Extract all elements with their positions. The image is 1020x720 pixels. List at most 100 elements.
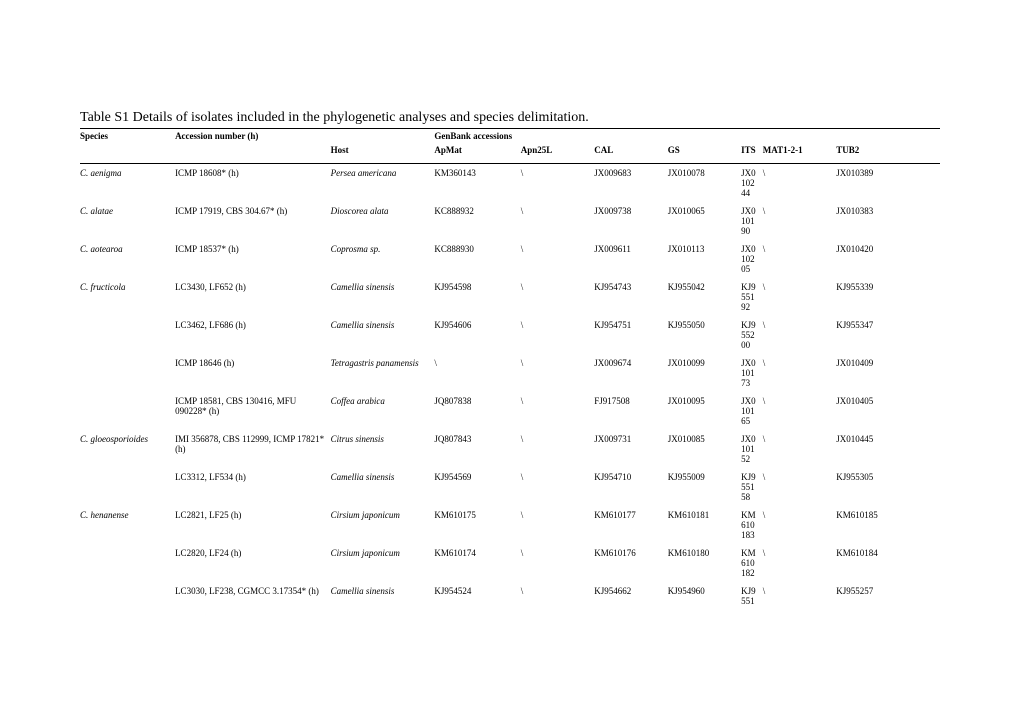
table-cell: Cirsium japonicum bbox=[331, 544, 435, 582]
header-top-cell bbox=[331, 129, 435, 144]
table-cell: JX010420 bbox=[836, 240, 940, 278]
table-cell: JQ807838 bbox=[434, 392, 520, 430]
table-cell: \ bbox=[763, 430, 836, 468]
table-cell: Coprosma sp. bbox=[331, 240, 435, 278]
table-cell bbox=[80, 582, 175, 610]
table-row: C. aenigmaICMP 18608* (h)Persea american… bbox=[80, 164, 940, 203]
table-cell: JX010244 bbox=[741, 164, 763, 203]
table-cell: LC3312, LF534 (h) bbox=[175, 468, 331, 506]
table-cell: JX010173 bbox=[741, 354, 763, 392]
header-sub-cell: GS bbox=[668, 143, 741, 164]
table-cell: KM610180 bbox=[668, 544, 741, 582]
header-sub-cell: TUB2 bbox=[836, 143, 940, 164]
table-cell: JX010389 bbox=[836, 164, 940, 203]
table-cell: JX010078 bbox=[668, 164, 741, 203]
table-cell: KM610182 bbox=[741, 544, 763, 582]
table-cell: JX009738 bbox=[594, 202, 667, 240]
table-cell: LC2820, LF24 (h) bbox=[175, 544, 331, 582]
header-sub-cell: ITS bbox=[741, 143, 763, 164]
table-cell: JX009674 bbox=[594, 354, 667, 392]
table-cell: KJ955158 bbox=[741, 468, 763, 506]
header-top-cell: Species bbox=[80, 129, 175, 144]
table-cell: C. aotearoa bbox=[80, 240, 175, 278]
table-cell: ICMP 18646 (h) bbox=[175, 354, 331, 392]
table-cell: C. aenigma bbox=[80, 164, 175, 203]
table-cell: JX009611 bbox=[594, 240, 667, 278]
table-cell: \ bbox=[763, 164, 836, 203]
table-cell: \ bbox=[521, 468, 594, 506]
table-cell: KM610184 bbox=[836, 544, 940, 582]
table-cell: JX009731 bbox=[594, 430, 667, 468]
table-cell: Dioscorea alata bbox=[331, 202, 435, 240]
table-cell: \ bbox=[763, 278, 836, 316]
table-row: ICMP 18581, CBS 130416, MFU 090228* (h)C… bbox=[80, 392, 940, 430]
table-cell: ICMP 18581, CBS 130416, MFU 090228* (h) bbox=[175, 392, 331, 430]
table-cell: \ bbox=[763, 544, 836, 582]
table-cell: IMI 356878, CBS 112999, ICMP 17821* (h) bbox=[175, 430, 331, 468]
table-cell: KJ954662 bbox=[594, 582, 667, 610]
table-cell: \ bbox=[763, 202, 836, 240]
table-cell: Cirsium japonicum bbox=[331, 506, 435, 544]
header-top-cell bbox=[836, 129, 940, 144]
table-cell: \ bbox=[763, 240, 836, 278]
table-cell: \ bbox=[763, 316, 836, 354]
table-cell: JX009683 bbox=[594, 164, 667, 203]
table-cell: JX010190 bbox=[741, 202, 763, 240]
table-cell: C. gloeosporioides bbox=[80, 430, 175, 468]
table-row: C. aotearoaICMP 18537* (h)Coprosma sp.KC… bbox=[80, 240, 940, 278]
table-cell: KM610183 bbox=[741, 506, 763, 544]
table-cell bbox=[80, 316, 175, 354]
table-row: ICMP 18646 (h)Tetragastris panamensis\\J… bbox=[80, 354, 940, 392]
table-cell: KJ955339 bbox=[836, 278, 940, 316]
table-cell: KM610185 bbox=[836, 506, 940, 544]
table-cell: \ bbox=[521, 202, 594, 240]
table-cell bbox=[80, 544, 175, 582]
table-cell bbox=[80, 392, 175, 430]
table-cell: KC888932 bbox=[434, 202, 520, 240]
table-cell: KJ955192 bbox=[741, 278, 763, 316]
table-cell: KJ955009 bbox=[668, 468, 741, 506]
table-cell: ICMP 18608* (h) bbox=[175, 164, 331, 203]
table-cell: KJ954743 bbox=[594, 278, 667, 316]
header-top-cell: Accession number (h) bbox=[175, 129, 331, 144]
table-cell: \ bbox=[521, 316, 594, 354]
table-cell: C. alatae bbox=[80, 202, 175, 240]
table-cell: KJ9551 bbox=[741, 582, 763, 610]
header-sub-cell bbox=[80, 143, 175, 164]
table-row: LC3312, LF534 (h)Camellia sinensisKJ9545… bbox=[80, 468, 940, 506]
table-cell: \ bbox=[521, 278, 594, 316]
table-row: C. henanenseLC2821, LF25 (h)Cirsium japo… bbox=[80, 506, 940, 544]
table-cell: \ bbox=[763, 506, 836, 544]
table-row: LC2820, LF24 (h)Cirsium japonicumKM61017… bbox=[80, 544, 940, 582]
table-cell: JX010205 bbox=[741, 240, 763, 278]
table-cell: LC3030, LF238, CGMCC 3.17354* (h) bbox=[175, 582, 331, 610]
table-cell: KC888930 bbox=[434, 240, 520, 278]
table-cell: C. fructicola bbox=[80, 278, 175, 316]
table-cell: \ bbox=[763, 468, 836, 506]
header-sub-cell: ApMat bbox=[434, 143, 520, 164]
table-cell: ICMP 18537* (h) bbox=[175, 240, 331, 278]
table-cell: KJ955347 bbox=[836, 316, 940, 354]
table-row: LC3030, LF238, CGMCC 3.17354* (h)Camelli… bbox=[80, 582, 940, 610]
table-cell: \ bbox=[763, 392, 836, 430]
table-cell: KJ955042 bbox=[668, 278, 741, 316]
table-cell: JX010065 bbox=[668, 202, 741, 240]
header-top-cell: GenBank accessions bbox=[434, 129, 520, 144]
table-cell: JX010409 bbox=[836, 354, 940, 392]
table-cell: LC3462, LF686 (h) bbox=[175, 316, 331, 354]
table-cell: KM610175 bbox=[434, 506, 520, 544]
table-cell: \ bbox=[434, 354, 520, 392]
table-row: C. alataeICMP 17919, CBS 304.67* (h)Dios… bbox=[80, 202, 940, 240]
table-cell: JX010383 bbox=[836, 202, 940, 240]
table-cell: \ bbox=[521, 544, 594, 582]
table-cell: KJ954598 bbox=[434, 278, 520, 316]
table-cell: JX010085 bbox=[668, 430, 741, 468]
table-cell: \ bbox=[763, 354, 836, 392]
table-cell: \ bbox=[521, 506, 594, 544]
table-row: C. gloeosporioidesIMI 356878, CBS 112999… bbox=[80, 430, 940, 468]
table-cell: \ bbox=[763, 582, 836, 610]
table-cell: C. henanense bbox=[80, 506, 175, 544]
table-cell: LC3430, LF652 (h) bbox=[175, 278, 331, 316]
table-cell: JX010405 bbox=[836, 392, 940, 430]
table-cell: \ bbox=[521, 354, 594, 392]
